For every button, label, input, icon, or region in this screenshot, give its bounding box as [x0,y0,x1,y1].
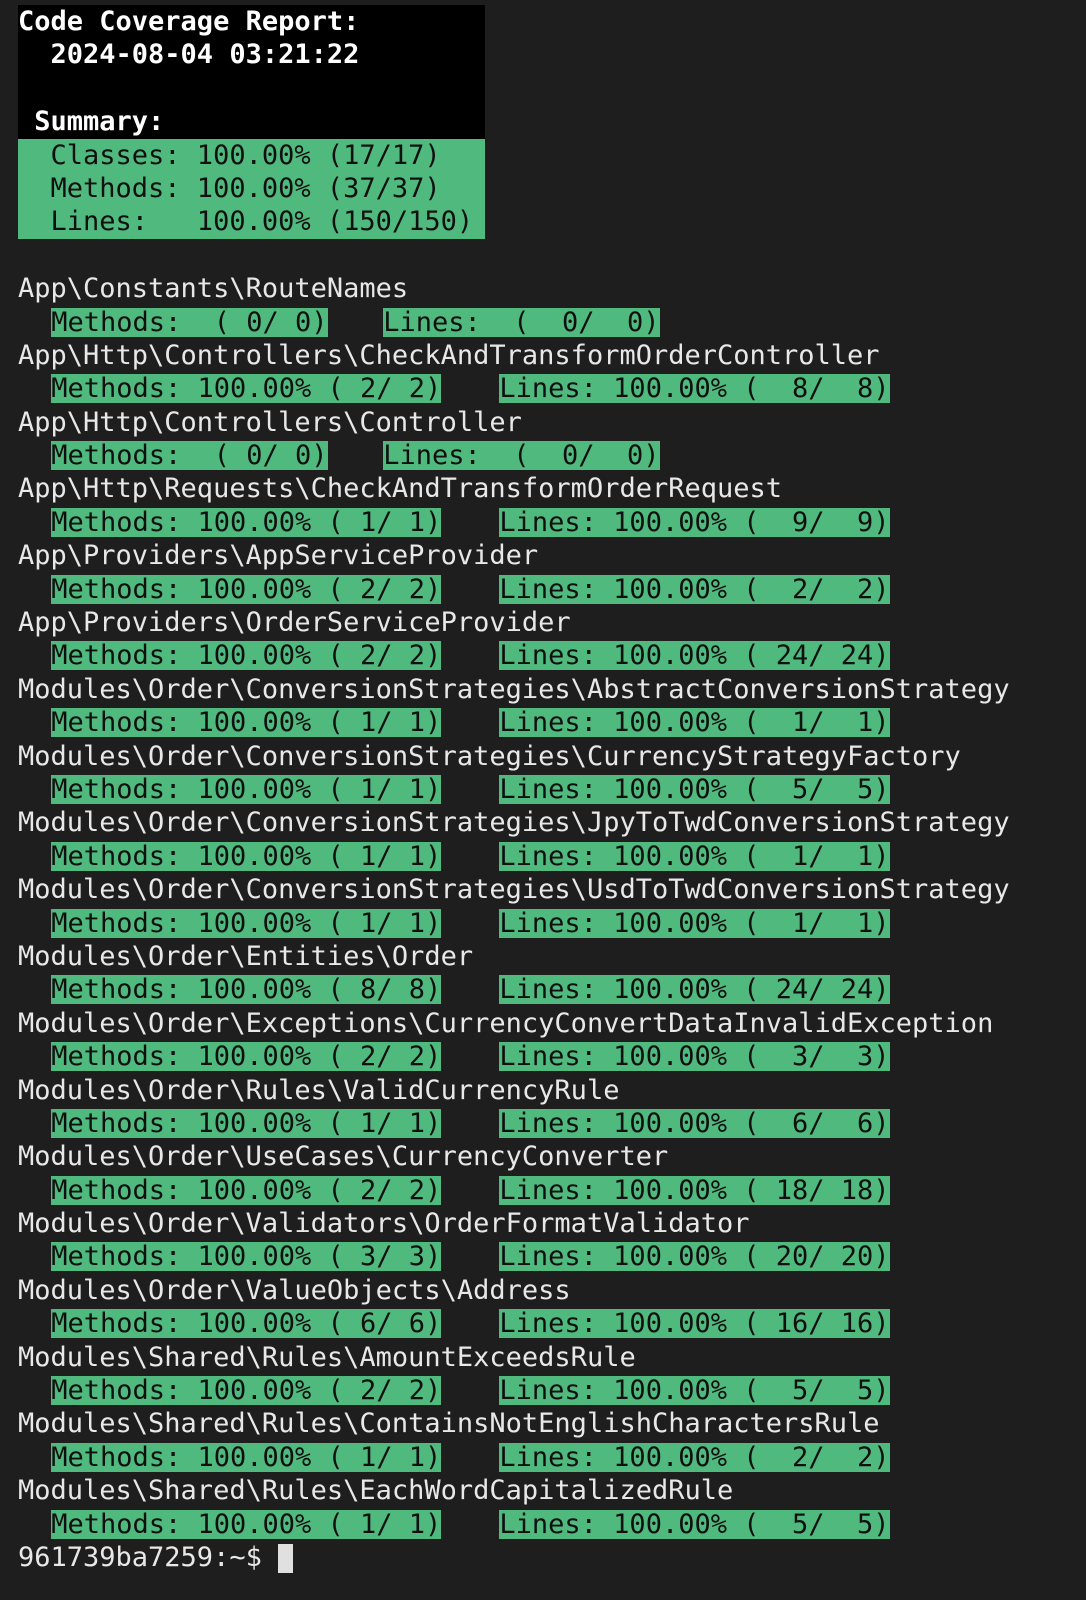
methods-coverage: Methods: ( 0/ 0) [51,306,328,338]
lines-coverage: Lines: 100.00% ( 24/ 24) [499,640,890,672]
report-timestamp: 2024-08-04 03:21:22 [18,38,485,72]
class-stats-row: Methods: 100.00% ( 1/ 1) Lines: 100.00% (… [18,1107,1086,1140]
class-name: Modules\Shared\Rules\EachWordCapitalized… [18,1475,734,1507]
class-stats-row: Methods: ( 0/ 0) Lines: ( 0/ 0) [18,306,1086,339]
class-name: App\Constants\RouteNames [18,273,409,305]
summary-classes: Classes: 100.00% (17/17) [18,138,485,172]
lines-coverage: Lines: 100.00% ( 20/ 20) [499,1241,890,1273]
methods-coverage: Methods: 100.00% ( 2/ 2) [51,1041,442,1073]
methods-coverage: Methods: 100.00% ( 2/ 2) [51,1174,442,1206]
methods-coverage: Methods: 100.00% ( 6/ 6) [51,1308,442,1340]
class-name: Modules\Order\Rules\ValidCurrencyRule [18,1074,620,1106]
class-name: Modules\Order\ConversionStrategies\UsdTo… [18,874,1010,906]
class-stats-row: Methods: 100.00% ( 2/ 2) Lines: 100.00% (… [18,372,1086,405]
methods-coverage: Methods: 100.00% ( 8/ 8) [51,974,442,1006]
class-name: Modules\Order\Entities\Order [18,940,474,972]
class-stats-row: Methods: 100.00% ( 8/ 8) Lines: 100.00% (… [18,973,1086,1006]
class-name: Modules\Order\ConversionStrategies\JpyTo… [18,807,1010,839]
class-stats-row: Methods: 100.00% ( 1/ 1) Lines: 100.00% (… [18,706,1086,739]
methods-coverage: Methods: 100.00% ( 3/ 3) [51,1241,442,1273]
class-name: Modules\Order\Exceptions\CurrencyConvert… [18,1007,994,1039]
class-name: App\Http\Requests\CheckAndTransformOrder… [18,473,783,505]
lines-coverage: Lines: 100.00% ( 24/ 24) [499,974,890,1006]
lines-coverage: Lines: 100.00% ( 1/ 1) [499,707,890,739]
prompt-text: 961739ba7259:~$ [18,1541,262,1573]
methods-coverage: Methods: 100.00% ( 2/ 2) [51,640,442,672]
lines-coverage: Lines: 100.00% ( 5/ 5) [499,773,890,805]
lines-coverage: Lines: 100.00% ( 3/ 3) [499,1041,890,1073]
blank-line [18,239,1086,272]
class-name: Modules\Order\ConversionStrategies\Abstr… [18,673,1010,705]
lines-coverage: Lines: 100.00% ( 8/ 8) [499,373,890,405]
class-name: Modules\Order\UseCases\CurrencyConverter [18,1141,669,1173]
methods-coverage: Methods: 100.00% ( 2/ 2) [51,1375,442,1407]
class-stats-row: Methods: 100.00% ( 1/ 1) Lines: 100.00% (… [18,840,1086,873]
blank-line [18,71,485,106]
methods-coverage: Methods: 100.00% ( 1/ 1) [51,1107,442,1139]
summary-label: Summary: [18,105,485,139]
methods-coverage: Methods: 100.00% ( 1/ 1) [51,707,442,739]
methods-coverage: Methods: 100.00% ( 2/ 2) [51,373,442,405]
lines-coverage: Lines: 100.00% ( 16/ 16) [499,1308,890,1340]
summary-methods: Methods: 100.00% (37/37) [18,171,485,206]
lines-coverage: Lines: 100.00% ( 6/ 6) [499,1107,890,1139]
lines-coverage: Lines: 100.00% ( 9/ 9) [499,506,890,538]
class-stats-row: Methods: 100.00% ( 2/ 2) Lines: 100.00% (… [18,639,1086,672]
shell-prompt[interactable]: 961739ba7259:~$ [18,1541,1086,1574]
lines-coverage: Lines: ( 0/ 0) [383,306,660,338]
lines-coverage: Lines: 100.00% ( 1/ 1) [499,840,890,872]
class-name: App\Providers\AppServiceProvider [18,540,539,572]
class-stats-row: Methods: 100.00% ( 2/ 2) Lines: 100.00% (… [18,573,1086,606]
lines-coverage: Lines: 100.00% ( 5/ 5) [499,1375,890,1407]
class-stats-row: Methods: ( 0/ 0) Lines: ( 0/ 0) [18,439,1086,472]
methods-coverage: Methods: 100.00% ( 2/ 2) [51,573,442,605]
terminal-output: Code Coverage Report: 2024-08-04 03:21:2… [18,5,1086,1574]
methods-coverage: Methods: 100.00% ( 1/ 1) [51,840,442,872]
class-stats-row: Methods: 100.00% ( 1/ 1) Lines: 100.00% (… [18,1441,1086,1474]
class-stats-row: Methods: 100.00% ( 6/ 6) Lines: 100.00% (… [18,1307,1086,1340]
lines-coverage: Lines: 100.00% ( 2/ 2) [499,1441,890,1473]
class-name: Modules\Order\Validators\OrderFormatVali… [18,1208,750,1240]
methods-coverage: Methods: 100.00% ( 1/ 1) [51,1508,442,1540]
class-stats-row: Methods: 100.00% ( 2/ 2) Lines: 100.00% (… [18,1374,1086,1407]
methods-coverage: Methods: 100.00% ( 1/ 1) [51,1441,442,1473]
methods-coverage: Methods: 100.00% ( 1/ 1) [51,506,442,538]
class-stats-row: Methods: 100.00% ( 1/ 1) Lines: 100.00% (… [18,506,1086,539]
class-name: Modules\Order\ValueObjects\Address [18,1274,571,1306]
class-name: App\Providers\OrderServiceProvider [18,607,571,639]
lines-coverage: Lines: 100.00% ( 5/ 5) [499,1508,890,1540]
lines-coverage: Lines: 100.00% ( 1/ 1) [499,907,890,939]
class-name: Modules\Shared\Rules\ContainsNotEnglishC… [18,1408,880,1440]
lines-coverage: Lines: 100.00% ( 18/ 18) [499,1174,890,1206]
class-coverage-list: App\Constants\RouteNames Methods: ( 0/ 0)… [18,272,1086,1541]
methods-coverage: Methods: 100.00% ( 1/ 1) [51,907,442,939]
lines-coverage: Lines: ( 0/ 0) [383,440,660,472]
methods-coverage: Methods: 100.00% ( 1/ 1) [51,773,442,805]
lines-coverage: Lines: 100.00% ( 2/ 2) [499,573,890,605]
report-title: Code Coverage Report: [18,5,485,39]
class-name: App\Http\Controllers\Controller [18,406,522,438]
class-name: App\Http\Controllers\CheckAndTransformOr… [18,339,880,371]
methods-coverage: Methods: ( 0/ 0) [51,440,328,472]
class-stats-row: Methods: 100.00% ( 1/ 1) Lines: 100.00% (… [18,907,1086,940]
text-cursor [277,1543,293,1573]
class-stats-row: Methods: 100.00% ( 2/ 2) Lines: 100.00% (… [18,1040,1086,1073]
class-name: Modules\Order\ConversionStrategies\Curre… [18,740,961,772]
summary-lines: Lines: 100.00% (150/150) [18,205,485,239]
class-stats-row: Methods: 100.00% ( 3/ 3) Lines: 100.00% (… [18,1240,1086,1273]
class-stats-row: Methods: 100.00% ( 1/ 1) Lines: 100.00% (… [18,1508,1086,1541]
class-stats-row: Methods: 100.00% ( 2/ 2) Lines: 100.00% (… [18,1174,1086,1207]
class-name: Modules\Shared\Rules\AmountExceedsRule [18,1341,636,1373]
class-stats-row: Methods: 100.00% ( 1/ 1) Lines: 100.00% (… [18,773,1086,806]
